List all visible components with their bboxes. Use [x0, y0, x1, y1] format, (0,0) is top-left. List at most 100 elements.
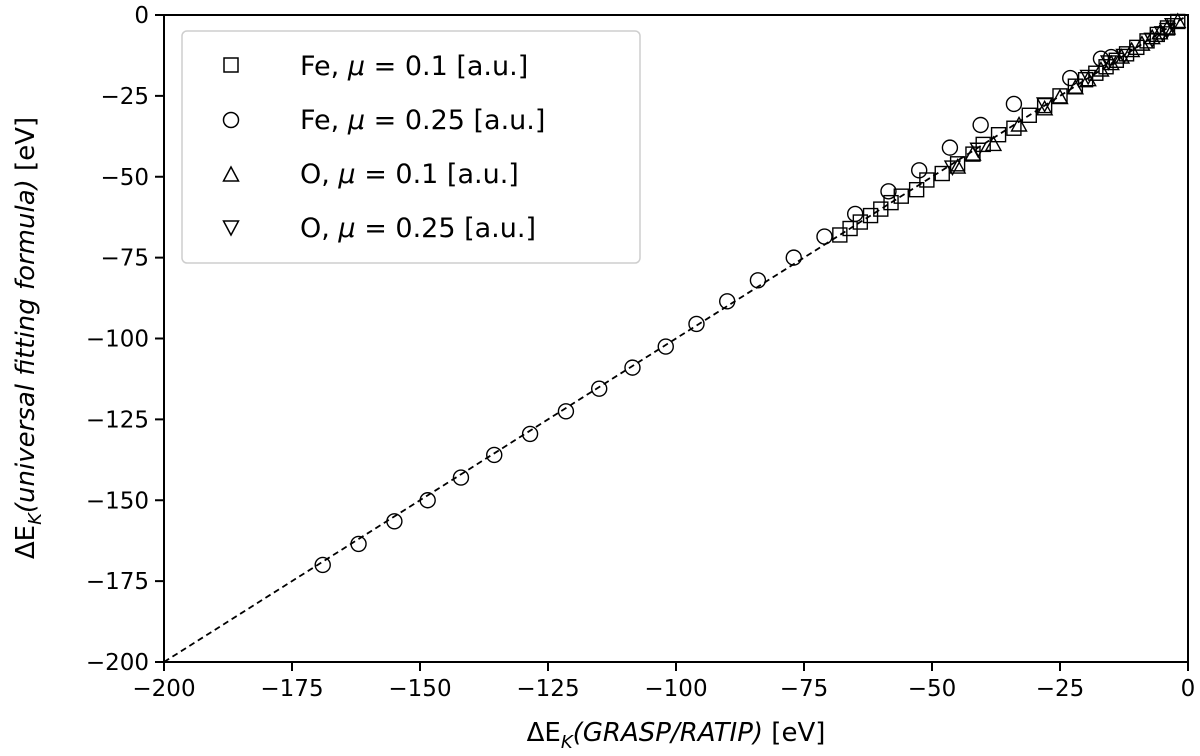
point-square-s0-13 — [990, 126, 1007, 143]
point-circle-s1-4 — [452, 469, 470, 486]
point-circle-s1-23 — [1092, 50, 1110, 67]
x-tick-label-4: −100 — [644, 676, 707, 702]
point-triangle-down-s3-2 — [1035, 97, 1054, 113]
point-square-s0-10 — [949, 156, 966, 172]
y-tick-label-6: −50 — [100, 165, 149, 191]
legend: Fe, μ = 0.1 [a.u.] Fe, μ = 0.25 [a.u.] O… — [181, 30, 641, 264]
reference-diagonal-line — [163, 14, 1189, 663]
point-triangle-down-s3-1 — [969, 142, 987, 159]
point-triangle-up-s2-2 — [984, 135, 1003, 152]
legend-box — [181, 30, 641, 264]
y-axis-label: ΔEK(universal fitting formula) [eV] — [11, 117, 46, 559]
point-circle-s1-7 — [557, 403, 575, 420]
x-tick-label-2: −150 — [388, 676, 451, 702]
legend-label-2-prefix: O, — [300, 159, 338, 190]
x-tick-label-1: −175 — [260, 676, 323, 702]
x-axis-label-delta: ΔE — [527, 718, 561, 748]
point-circle-s1-10 — [657, 338, 674, 355]
point-circle-s1-14 — [785, 249, 802, 266]
point-triangle-down-s3-6 — [1143, 32, 1161, 49]
legend-label-0-prefix: Fe, — [300, 51, 348, 82]
y-tick-label-1: −175 — [86, 569, 149, 595]
legend-entry-1: Fe, μ = 0.25 [a.u.] — [222, 105, 545, 136]
point-circle-s1-6 — [521, 425, 539, 443]
x-axis-label-subscript: K — [561, 732, 574, 753]
legend-triangle-up-marker-icon — [222, 165, 240, 182]
y-axis-label-subscript: K — [25, 512, 46, 525]
point-circle-s1-12 — [719, 293, 736, 310]
y-tick-label-7: −25 — [100, 84, 149, 110]
point-square-s0-14 — [1006, 120, 1022, 136]
point-circle-s1-3 — [419, 492, 436, 509]
legend-entry-0: Fe, μ = 0.1 [a.u.] — [223, 51, 528, 82]
point-triangle-up-s2-7 — [1079, 70, 1097, 87]
y-tick-label-3: −125 — [86, 407, 149, 433]
point-triangle-up-s2-5 — [1051, 88, 1069, 105]
y-tick-label-0: −200 — [86, 650, 149, 676]
legend-entry-2: O, μ = 0.1 [a.u.] — [222, 159, 519, 190]
x-axis-label: ΔEK(GRASP/RATIP) [eV] — [527, 718, 826, 753]
point-circle-s1-13 — [749, 272, 767, 289]
y-axis-label-unit: [eV] — [11, 117, 41, 179]
legend-label-3-mu: μ — [337, 213, 355, 244]
point-circle-s1-22 — [1062, 69, 1079, 87]
point-triangle-down-s3-3 — [1079, 69, 1097, 86]
point-circle-s1-8 — [591, 380, 608, 397]
point-triangle-down-s3-0 — [943, 160, 962, 176]
legend-circle-marker-icon — [222, 111, 240, 129]
point-circle-s1-1 — [350, 535, 367, 553]
point-triangle-up-s2-16 — [1169, 12, 1187, 29]
legend-label-2-mu: μ — [337, 159, 355, 190]
point-triangle-up-s2-3 — [1010, 116, 1028, 132]
legend-label-0: Fe, μ = 0.1 [a.u.] — [300, 51, 528, 82]
point-circle-s1-15 — [816, 228, 833, 245]
legend-label-2-value: = 0.1 [a.u.] — [356, 159, 519, 190]
legend-label-3-prefix: O, — [300, 213, 338, 244]
point-circle-s1-9 — [624, 359, 641, 376]
y-tick-label-5: −75 — [100, 246, 149, 272]
legend-label-1: Fe, μ = 0.25 [a.u.] — [300, 105, 545, 136]
y-tick-label-4: −100 — [86, 327, 149, 353]
series-1-circle — [314, 48, 1120, 574]
point-triangle-down-s3-4 — [1099, 55, 1118, 71]
x-axis-ticks: −200 −175 −150 −125 −100 −75 −50 −25 0 — [132, 662, 1195, 702]
point-triangle-up-s2-14 — [1151, 23, 1169, 40]
point-circle-s1-2 — [386, 513, 403, 530]
x-tick-label-8: 0 — [1181, 676, 1196, 702]
y-axis-ticks: −200 −175 −150 −125 −100 −75 −50 −25 0 — [86, 3, 164, 676]
legend-label-3: O, μ = 0.25 [a.u.] — [300, 213, 536, 244]
point-triangle-up-s2-13 — [1143, 28, 1161, 45]
point-circle-s1-0 — [314, 556, 331, 574]
point-square-s0-7 — [908, 181, 925, 198]
reference-line-layer — [163, 14, 1189, 663]
legend-label-3-value: = 0.25 [a.u.] — [356, 213, 536, 244]
point-triangle-down-s3-9 — [1163, 18, 1182, 34]
legend-label-1-value: = 0.25 [a.u.] — [365, 105, 545, 136]
y-axis-label-paren: (universal fitting formula) — [11, 179, 41, 513]
legend-entry-3: O, μ = 0.25 [a.u.] — [222, 213, 536, 244]
legend-triangle-down-marker-icon — [222, 220, 240, 237]
x-axis-label-paren: (GRASP/RATIP) — [573, 718, 763, 748]
x-axis-label-unit: [eV] — [763, 718, 825, 748]
point-circle-s1-19 — [941, 139, 959, 156]
point-circle-s1-5 — [486, 446, 503, 464]
legend-label-1-mu: μ — [347, 105, 365, 136]
point-square-s0-12 — [975, 136, 991, 153]
x-tick-label-3: −125 — [516, 676, 579, 702]
legend-label-0-mu: μ — [347, 51, 365, 82]
series-3-triangle-down — [943, 18, 1182, 176]
y-tick-label-2: −150 — [86, 488, 149, 514]
legend-label-2: O, μ = 0.1 [a.u.] — [300, 159, 519, 190]
legend-square-marker-icon — [223, 57, 239, 73]
point-triangle-up-s2-6 — [1066, 78, 1085, 95]
point-circle-s1-20 — [972, 116, 989, 134]
point-circle-s1-17 — [880, 183, 897, 200]
y-axis-label-delta: ΔE — [11, 525, 41, 559]
point-triangle-down-s3-5 — [1115, 48, 1133, 65]
point-triangle-up-s2-4 — [1035, 99, 1054, 116]
x-tick-label-7: −25 — [1036, 676, 1085, 702]
data-points-layer — [314, 12, 1187, 574]
point-circle-s1-21 — [1005, 95, 1023, 113]
point-circle-s1-16 — [847, 205, 864, 223]
